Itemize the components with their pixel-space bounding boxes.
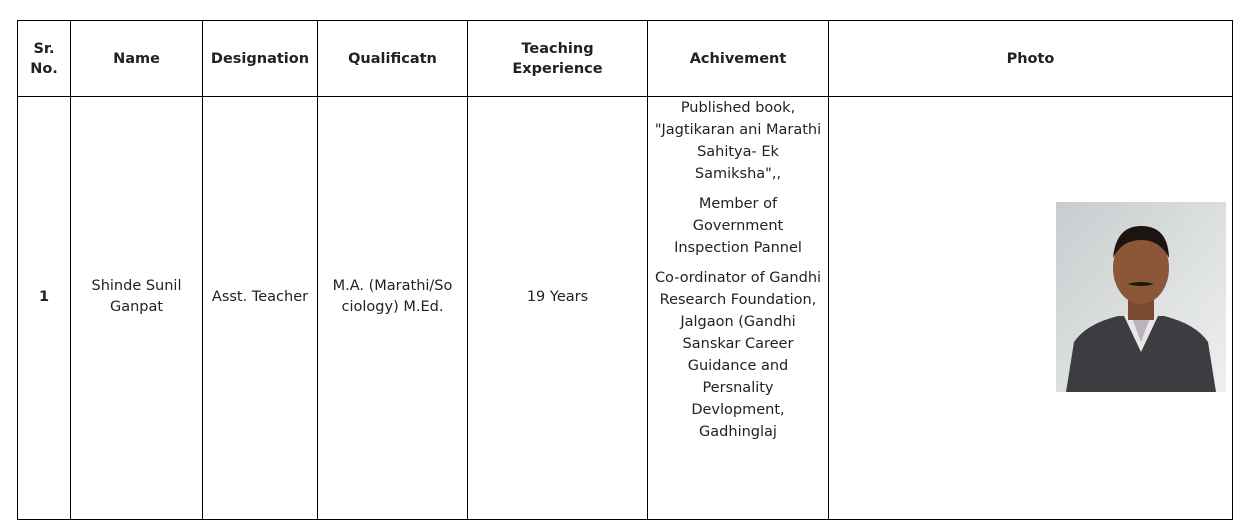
achievement-item: Member of Government Inspection Pannel — [674, 196, 802, 256]
staff-table: Sr. No. Name Designation Qualificatn Tea… — [17, 20, 1233, 520]
experience: 19 Years — [467, 96, 648, 520]
header-cell: Sr. No. — [17, 20, 71, 97]
page: {"table": { "headers": ["Sr. No.", "Name… — [17, 20, 1233, 520]
achievement-list: Published book, "Jagtikaran ani Marathi … — [654, 97, 822, 497]
achievement-item: Co-ordinator of Gandhi Research Foundati… — [654, 270, 822, 440]
header-cell: Achivement — [647, 20, 829, 97]
header-cell: Designation — [202, 20, 318, 97]
name: Shinde Sunil Ganpat — [70, 96, 203, 520]
data-row: 1 Shinde Sunil Ganpat Asst. Teacher M.A.… — [17, 96, 1233, 520]
designation: Asst. Teacher — [202, 96, 318, 520]
header-row: Sr. No. Name Designation Qualificatn Tea… — [17, 20, 1233, 97]
photo-cell — [828, 96, 1233, 520]
header-cell: Name — [70, 20, 203, 97]
photo — [1056, 202, 1226, 392]
header-cell: Teaching Experience — [467, 20, 648, 97]
header-cell: Photo — [828, 20, 1233, 97]
qualification: M.A. (Marathi/Sociology) M.Ed. — [317, 96, 468, 520]
achievement: Published book, "Jagtikaran ani Marathi … — [647, 96, 829, 520]
header-cell: Qualificatn — [317, 20, 468, 97]
achievement-item: Published book, "Jagtikaran ani Marathi … — [654, 100, 822, 182]
sr-no: 1 — [17, 96, 71, 520]
